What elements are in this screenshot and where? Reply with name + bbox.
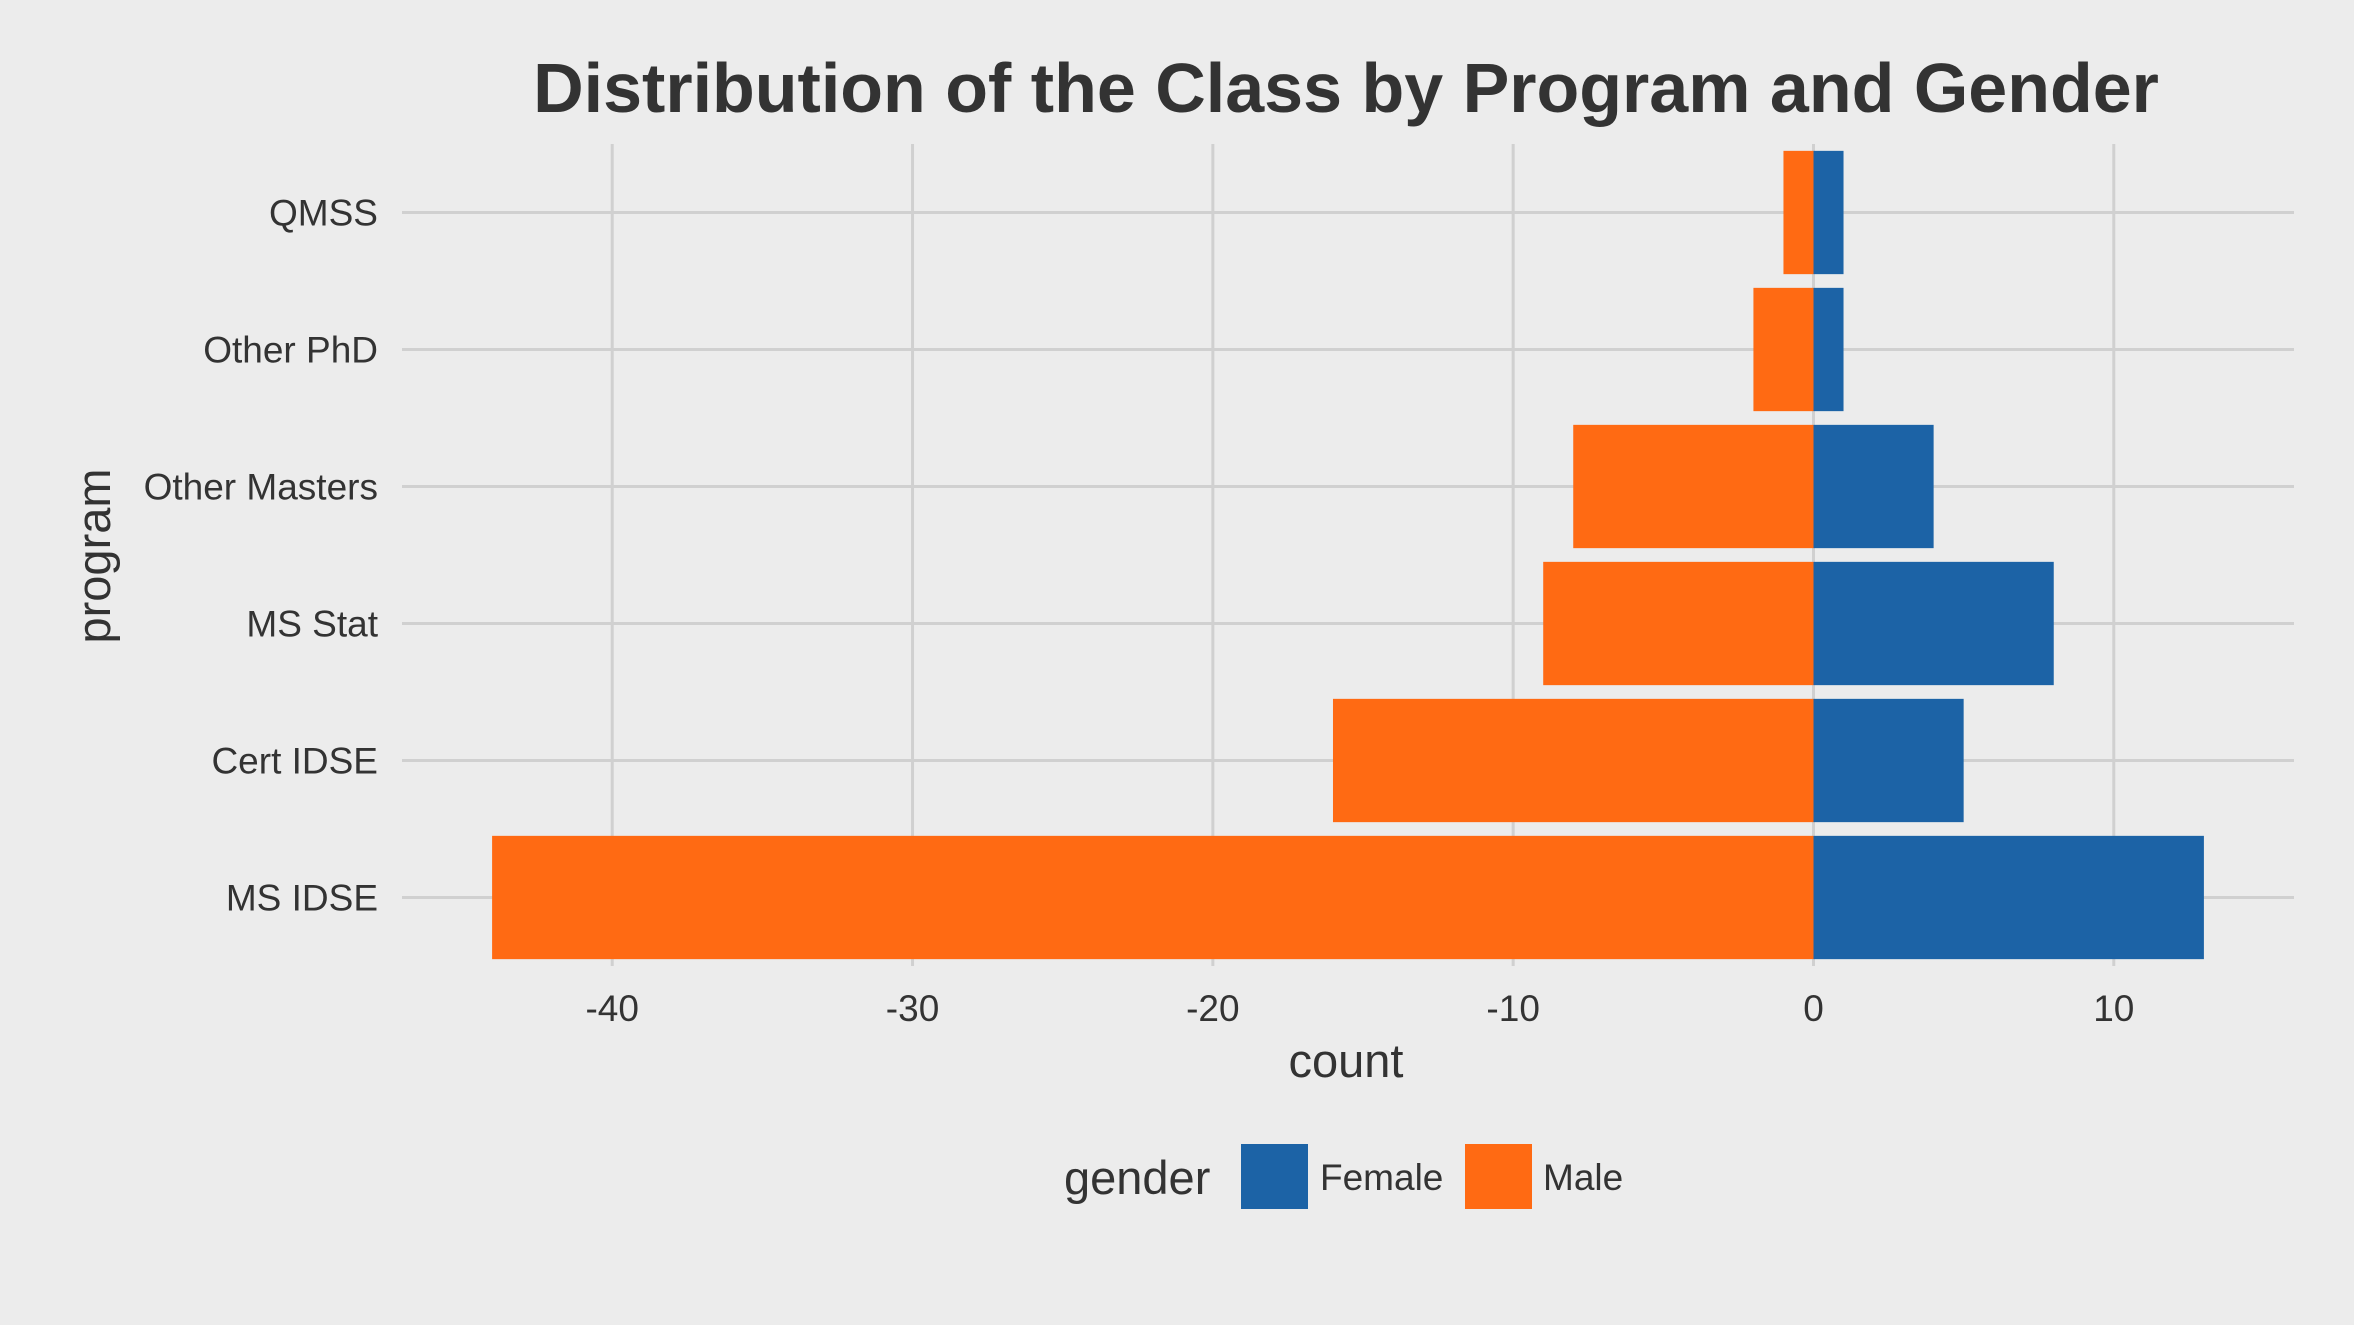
x-axis-title: count bbox=[1289, 1034, 1404, 1087]
y-tick-label: MS IDSE bbox=[226, 878, 378, 919]
bar-male bbox=[1783, 150, 1814, 275]
legend-label-male: Male bbox=[1543, 1157, 1623, 1198]
x-tick-label: -20 bbox=[1186, 988, 1239, 1029]
bar-male bbox=[1753, 287, 1814, 412]
x-tick-label: 0 bbox=[1803, 988, 1824, 1029]
x-tick-label: 10 bbox=[2093, 988, 2134, 1029]
bar-male bbox=[1543, 561, 1814, 686]
legend-label-female: Female bbox=[1320, 1157, 1443, 1198]
bar-female bbox=[1813, 835, 2204, 960]
legend-title: gender bbox=[1064, 1151, 1210, 1204]
legend-key-male bbox=[1465, 1144, 1532, 1209]
y-axis-title: program bbox=[67, 468, 120, 643]
bar-female bbox=[1813, 150, 1844, 275]
chart-title: Distribution of the Class by Program and… bbox=[533, 49, 2159, 127]
bar-female bbox=[1813, 698, 1964, 823]
y-tick-label: Other PhD bbox=[203, 330, 378, 371]
bars bbox=[492, 150, 2204, 960]
bar-female bbox=[1813, 561, 2054, 686]
y-tick-label: Cert IDSE bbox=[211, 741, 378, 782]
y-tick-label: MS Stat bbox=[246, 604, 378, 645]
x-tick-label: -40 bbox=[585, 988, 638, 1029]
y-tick-label: Other Masters bbox=[144, 467, 378, 508]
bar-female bbox=[1813, 424, 1934, 549]
bar-male bbox=[1573, 424, 1814, 549]
x-tick-label: -10 bbox=[1486, 988, 1539, 1029]
bar-male bbox=[492, 835, 1814, 960]
y-tick-label: QMSS bbox=[269, 193, 378, 234]
bar-female bbox=[1813, 287, 1844, 412]
bar-male bbox=[1332, 698, 1814, 823]
legend-key-female bbox=[1241, 1144, 1308, 1209]
x-axis-ticks: -40 -30 -20 -10 0 10 bbox=[585, 988, 2134, 1029]
legend: gender Female Male bbox=[1064, 1144, 1623, 1209]
y-axis-ticks: MS IDSE Cert IDSE MS Stat Other Masters Othe… bbox=[144, 193, 379, 919]
x-tick-label: -30 bbox=[886, 988, 939, 1029]
